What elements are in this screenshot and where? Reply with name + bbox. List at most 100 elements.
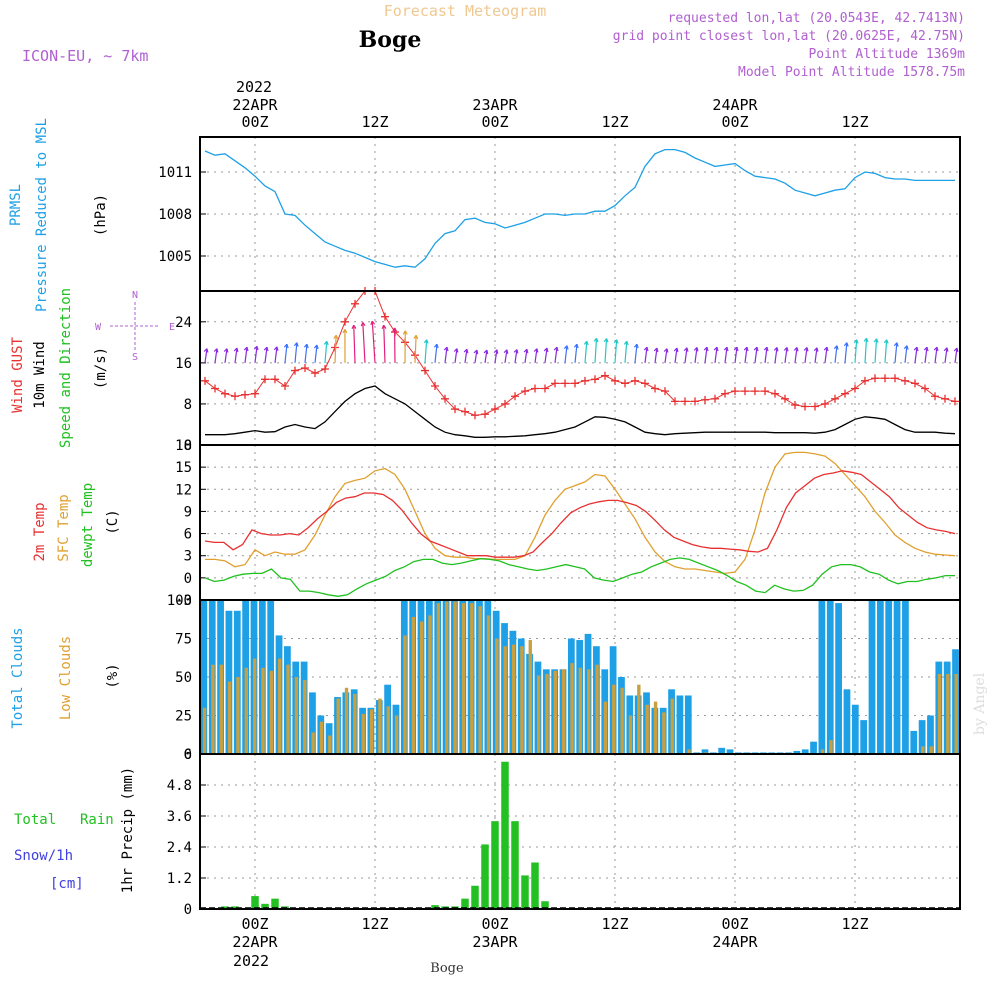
low-cloud-bar bbox=[236, 677, 239, 754]
gust-marker bbox=[241, 391, 249, 399]
model-label: ICON-EU, ~ 7km bbox=[22, 47, 148, 65]
wind-frame bbox=[200, 291, 960, 445]
gust-marker bbox=[591, 375, 599, 383]
pressure-ytick-label: 1011 bbox=[158, 165, 192, 181]
gust-marker bbox=[311, 369, 319, 377]
low-cloud-bar bbox=[320, 722, 323, 754]
footer-station: Boge bbox=[430, 961, 464, 976]
gust-line bbox=[205, 291, 955, 415]
total-cloud-bar bbox=[877, 600, 884, 754]
gust-marker bbox=[611, 377, 619, 385]
gust-marker bbox=[551, 379, 559, 387]
gust-marker bbox=[781, 395, 789, 403]
temp-dewpt-label: dewpt Temp bbox=[80, 483, 96, 567]
total-cloud-bar bbox=[869, 600, 876, 754]
gust-marker bbox=[941, 395, 949, 403]
wind-arrow bbox=[415, 335, 416, 363]
top-hour-label: 12Z bbox=[841, 113, 868, 131]
gust-marker bbox=[871, 374, 879, 382]
clouds-ytick-label: 75 bbox=[175, 632, 192, 648]
gust-marker bbox=[301, 364, 309, 372]
gust-marker bbox=[681, 397, 689, 405]
gust-marker bbox=[531, 385, 539, 393]
low-cloud-bar bbox=[453, 602, 456, 754]
watermark: by Angel bbox=[972, 672, 988, 735]
gust-marker bbox=[461, 408, 469, 416]
low-cloud-bar bbox=[387, 706, 390, 754]
low-cloud-bar bbox=[562, 669, 565, 754]
gust-marker bbox=[761, 387, 769, 395]
low-cloud-bar bbox=[612, 685, 615, 754]
gust-marker bbox=[521, 387, 529, 395]
station-name: Boge bbox=[359, 27, 422, 53]
rain-bar bbox=[251, 896, 259, 909]
gust-marker bbox=[231, 392, 239, 400]
gust-marker bbox=[481, 410, 489, 418]
low-cloud-bar bbox=[420, 622, 423, 754]
wind-ytick-label: 16 bbox=[175, 356, 192, 372]
low-cloud-bar bbox=[470, 603, 473, 754]
rain-bar bbox=[531, 863, 539, 910]
low-cloud-bar bbox=[604, 702, 607, 754]
gust-marker bbox=[561, 379, 569, 387]
top-year-label: 2022 bbox=[236, 78, 272, 96]
total-cloud-bar bbox=[827, 600, 834, 754]
gust-marker bbox=[701, 396, 709, 404]
gust-marker bbox=[571, 379, 579, 387]
gust-marker bbox=[431, 382, 439, 390]
gust-marker bbox=[841, 390, 849, 398]
low-cloud-bar bbox=[629, 716, 632, 755]
pressure-line bbox=[205, 150, 955, 268]
gust-marker bbox=[741, 387, 749, 395]
precip-total-label: Total bbox=[14, 812, 56, 828]
low-cloud-bar bbox=[946, 674, 949, 754]
precip-frame bbox=[200, 754, 960, 909]
low-cloud-bar bbox=[579, 668, 582, 754]
pressure-unit-label: (hPa) bbox=[93, 194, 109, 236]
gust-marker bbox=[471, 411, 479, 419]
low-cloud-bar bbox=[303, 680, 306, 754]
bottom-year-label: 2022 bbox=[233, 952, 269, 970]
low-cloud-bar bbox=[253, 659, 256, 754]
wind-arrow bbox=[845, 343, 847, 363]
low-cloud-bar bbox=[345, 688, 348, 754]
total-cloud-bar bbox=[819, 600, 826, 754]
low-cloud-bar bbox=[403, 635, 406, 754]
bottom-date-label: 22APR bbox=[232, 933, 278, 951]
gust-marker bbox=[381, 313, 389, 321]
temp-sfc-label: SFC Temp bbox=[56, 494, 72, 561]
gust-marker bbox=[771, 390, 779, 398]
low-cloud-bar bbox=[512, 645, 515, 754]
requested-coords: requested lon,lat (20.0543E, 42.7413N) bbox=[668, 11, 965, 26]
wind-arrow bbox=[595, 338, 596, 363]
precip-ytick-label: 3.6 bbox=[167, 809, 192, 825]
wind-arrow bbox=[335, 335, 336, 363]
wind-10m-label: 10m Wind bbox=[32, 341, 48, 408]
low-cloud-bar bbox=[286, 665, 289, 754]
low-cloud-bar bbox=[671, 699, 674, 754]
precip-ytick-label: 1.2 bbox=[167, 871, 192, 887]
precip-cm-label: [cm] bbox=[50, 876, 84, 892]
wind-arrow bbox=[855, 340, 857, 363]
top-date-label: 22APR bbox=[232, 96, 278, 114]
precip-ytick-label: 0 bbox=[184, 902, 192, 918]
low-cloud-bar bbox=[462, 603, 465, 754]
low-cloud-bar bbox=[570, 663, 573, 754]
low-cloud-bar bbox=[395, 716, 398, 755]
gust-marker bbox=[731, 387, 739, 395]
gust-marker bbox=[711, 395, 719, 403]
low-cloud-bar bbox=[295, 677, 298, 754]
wind-arrow bbox=[384, 325, 385, 363]
temp-unit-label: (C) bbox=[105, 509, 121, 534]
low-cloud-bar bbox=[328, 736, 331, 754]
gust-marker bbox=[281, 382, 289, 390]
low-cloud-bar bbox=[921, 746, 924, 754]
precip-axis-label: 1hr Precip (mm) bbox=[120, 767, 136, 893]
gust-marker bbox=[791, 401, 799, 409]
top-date-label: 23APR bbox=[472, 96, 518, 114]
precip-ytick-label: 2.4 bbox=[167, 840, 192, 856]
wind-arrow bbox=[354, 325, 355, 363]
low-cloud-bar bbox=[955, 674, 958, 754]
